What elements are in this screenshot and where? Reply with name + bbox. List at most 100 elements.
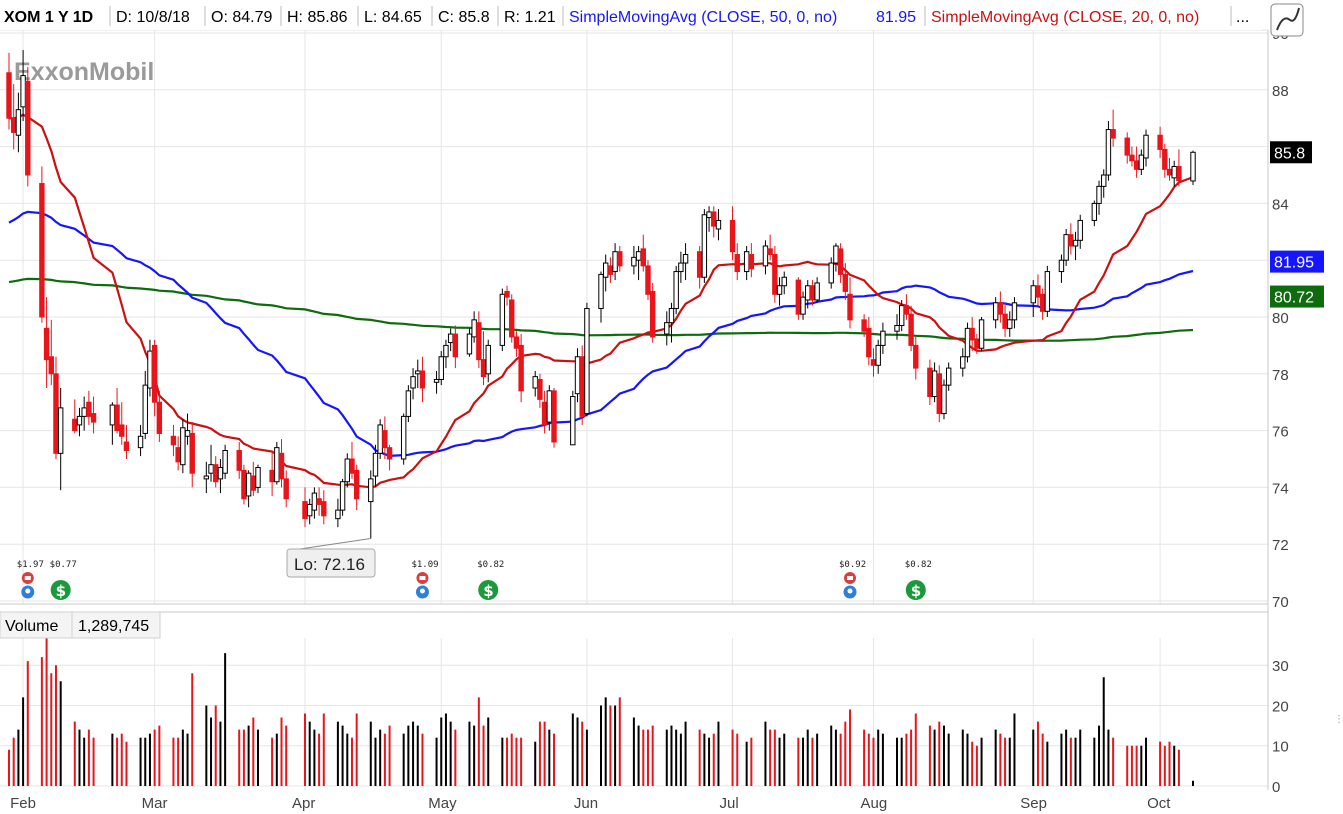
candle [1035, 274, 1041, 306]
candle [1157, 126, 1163, 158]
candle [842, 263, 849, 300]
candle [321, 490, 327, 525]
candle [682, 243, 689, 281]
candle [861, 314, 867, 337]
candle [15, 92, 22, 153]
candle [400, 413, 407, 465]
candle [875, 339, 881, 374]
candle [151, 339, 158, 417]
sma20-label[interactable]: SimpleMovingAvg (CLOSE, 20, 0, no) [931, 9, 1199, 26]
candle [119, 402, 125, 445]
candle [6, 52, 12, 130]
more-menu[interactable]: ... [1236, 9, 1249, 26]
candle [1096, 180, 1102, 215]
earnings-event[interactable]: $1.09 [411, 560, 439, 599]
candle [1190, 150, 1196, 185]
candles-layer [6, 50, 1196, 539]
month-label: Apr [292, 795, 315, 812]
candle [222, 444, 228, 479]
candle [485, 339, 491, 383]
candle [452, 325, 459, 369]
price-axis-label: 84 [1272, 196, 1289, 213]
sma-200-line [8, 277, 1194, 342]
chart-style-button[interactable] [1270, 3, 1304, 37]
candle [518, 334, 524, 403]
candle [142, 370, 148, 440]
month-label: May [428, 795, 457, 812]
candle [86, 390, 92, 425]
low-callout: Lo: 72.16 [286, 538, 376, 578]
sma50-value: 81.95 [876, 9, 916, 26]
candle [903, 294, 910, 320]
candle [466, 328, 473, 357]
exxonmobil-logo: ExxonMobil [14, 58, 154, 86]
candle [377, 419, 383, 459]
candle [504, 285, 510, 306]
volume-axis-label: 20 [1272, 698, 1289, 715]
candle [978, 317, 985, 352]
svg-text:$1.97: $1.97 [17, 560, 44, 570]
candle [203, 461, 210, 494]
candle [898, 299, 905, 332]
svg-text:81.95: 81.95 [1274, 255, 1314, 272]
candle [236, 441, 242, 479]
header-close: C: 85.8 [438, 9, 490, 26]
dividend-event[interactable]: $0.82 $ [477, 560, 504, 600]
candle [579, 345, 585, 425]
month-label: Jul [720, 795, 739, 812]
dividend-icon [905, 580, 926, 600]
candle [123, 424, 130, 459]
candle [776, 277, 783, 306]
month-label: Aug [861, 795, 888, 812]
candle [410, 368, 416, 400]
svg-text:85.8: 85.8 [1274, 145, 1305, 162]
candle [537, 373, 543, 408]
candle [48, 319, 54, 386]
header-open: O: 84.79 [211, 9, 272, 26]
candle [255, 464, 261, 494]
candle [419, 356, 426, 403]
sma50-label[interactable]: SimpleMovingAvg (CLOSE, 50, 0, no) [569, 9, 837, 26]
candle [368, 470, 374, 539]
last-price-tag: 85.8 [1270, 141, 1312, 164]
candle [278, 439, 285, 488]
candle [715, 209, 722, 241]
candle [1007, 311, 1013, 337]
candle [189, 422, 195, 488]
candle [180, 419, 186, 474]
candle [664, 311, 670, 346]
svg-text:$: $ [483, 582, 493, 600]
candle [645, 260, 651, 300]
resize-grip-icon[interactable]: ⋮ [1334, 714, 1343, 725]
earnings-event[interactable]: $1.97 [17, 560, 44, 599]
candle [43, 297, 50, 388]
price-axis-label: 70 [1272, 594, 1289, 611]
month-label: Jun [574, 795, 598, 812]
earnings-event[interactable]: $0.92 [839, 560, 866, 599]
candle [570, 390, 576, 446]
events-layer: $1.97 $0.77 $ $1.09 $0.82 $ $0.92 $0.82 $ [17, 560, 932, 600]
svg-text:80.72: 80.72 [1274, 290, 1314, 307]
candle [729, 206, 736, 261]
dividend-event[interactable]: $0.82 $ [905, 560, 932, 600]
candle [678, 251, 684, 283]
candle [1058, 254, 1065, 283]
candle [997, 291, 1004, 323]
candle [339, 478, 346, 516]
candle [828, 257, 834, 289]
candle [283, 470, 289, 508]
symbol-label[interactable]: XOM 1 Y 1D [4, 9, 93, 26]
candle [1105, 121, 1112, 181]
candle [1091, 200, 1098, 227]
candle [513, 331, 520, 357]
candle [748, 243, 755, 278]
volume-value: 1,289,745 [78, 618, 149, 635]
dividend-event[interactable]: $0.77 $ [50, 560, 77, 600]
candle [1143, 129, 1149, 167]
candle [574, 348, 581, 403]
price-axis-label: 80 [1272, 310, 1289, 327]
candle [673, 265, 679, 315]
candle [814, 277, 820, 303]
candle [386, 444, 393, 471]
candle [335, 498, 341, 528]
